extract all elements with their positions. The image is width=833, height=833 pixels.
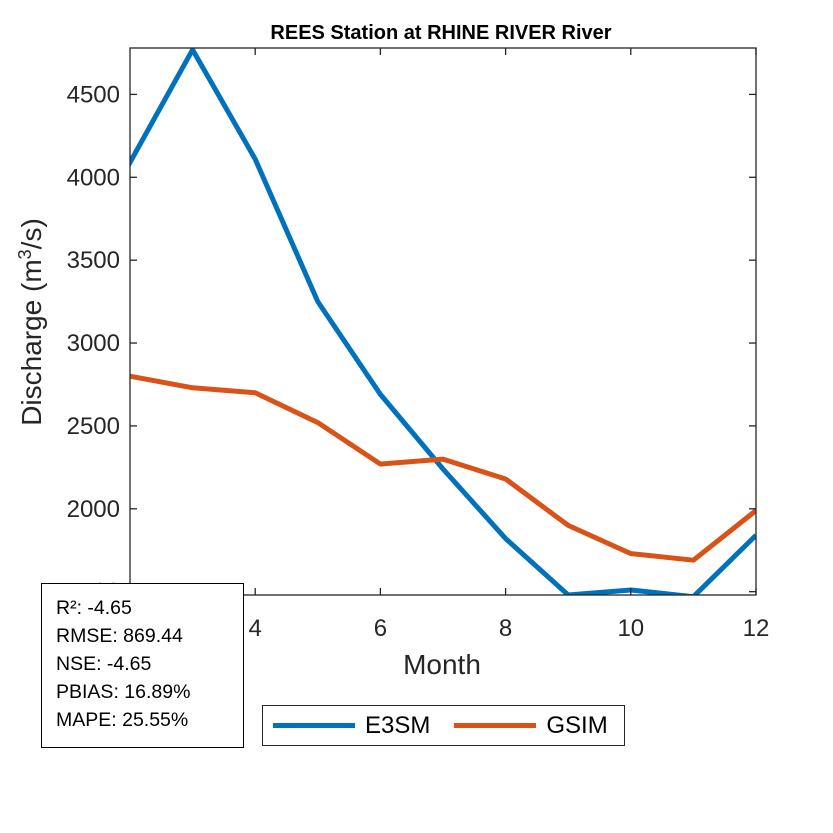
x-tick-label: 12 — [743, 615, 770, 642]
stat-mape: MAPE: 25.55% — [56, 709, 189, 731]
legend-label-e3sm: E3SM — [365, 711, 431, 739]
chart-title: REES Station at RHINE RIVER River — [270, 22, 611, 44]
x-tick-label: 8 — [499, 615, 512, 642]
series-line-e3sm — [130, 48, 756, 595]
legend-label-gsim: GSIM — [546, 711, 608, 739]
y-axis-title-superscript: 3 — [15, 249, 35, 259]
y-tick-label: 2000 — [67, 496, 120, 523]
plot-area: 46810121500200025003000350040004500 — [67, 47, 770, 642]
stat-pbias: PBIAS: 16.89% — [56, 681, 191, 703]
y-axis-title-main: Discharge (m — [16, 259, 47, 425]
stats-box: R²: -4.65 RMSE: 869.44 NSE: -4.65 PBIAS:… — [41, 583, 244, 748]
stat-r2: R²: -4.65 — [56, 597, 132, 619]
y-tick-label: 3000 — [67, 330, 120, 357]
legend: E3SM GSIM — [262, 705, 625, 746]
legend-item-gsim: GSIM — [454, 711, 608, 740]
x-tick-label: 4 — [249, 615, 262, 642]
y-tick-label: 3500 — [67, 247, 120, 274]
y-axis-title-tail: /s) — [16, 218, 47, 249]
axes-box — [129, 47, 757, 596]
legend-item-e3sm: E3SM — [273, 712, 430, 740]
y-axis-title: Discharge (m3/s) — [15, 218, 47, 426]
series-line-gsim — [130, 373, 756, 563]
y-tick-label: 4000 — [67, 164, 120, 191]
x-axis-title: Month — [403, 649, 481, 680]
y-tick-label: 2500 — [67, 413, 120, 440]
x-tick-label: 6 — [374, 615, 387, 642]
legend-swatch-gsim — [454, 723, 537, 728]
x-tick-label: 10 — [617, 615, 644, 642]
stat-nse: NSE: -4.65 — [56, 653, 152, 675]
y-tick-label: 4500 — [67, 81, 120, 108]
stat-rmse: RMSE: 869.44 — [56, 625, 183, 647]
legend-swatch-e3sm — [273, 723, 355, 728]
